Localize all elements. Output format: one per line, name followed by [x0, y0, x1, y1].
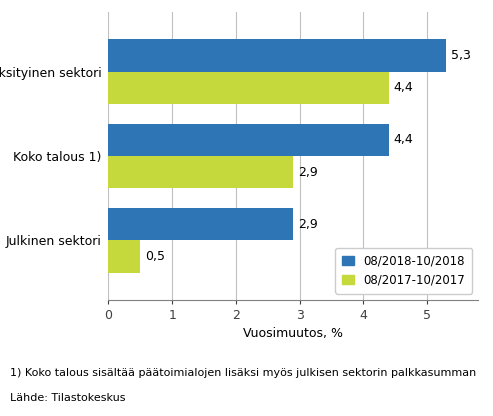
Bar: [108, 156, 293, 188]
Bar: [108, 124, 389, 156]
Text: 5,3: 5,3: [451, 49, 471, 62]
Text: 2,9: 2,9: [298, 218, 317, 231]
Text: 1) Koko talous sisältää päätoimialojen lisäksi myös julkisen sektorin palkkasumm: 1) Koko talous sisältää päätoimialojen l…: [10, 368, 476, 378]
Text: 4,4: 4,4: [393, 81, 413, 94]
Bar: [108, 40, 446, 72]
Text: 2,9: 2,9: [298, 166, 317, 178]
Text: Lähde: Tilastokeskus: Lähde: Tilastokeskus: [10, 393, 125, 403]
Bar: [108, 72, 389, 104]
Text: 0,5: 0,5: [145, 250, 165, 263]
X-axis label: Vuosimuutos, %: Vuosimuutos, %: [244, 327, 343, 340]
Legend: 08/2018-10/2018, 08/2017-10/2017: 08/2018-10/2018, 08/2017-10/2017: [335, 248, 472, 294]
Bar: [108, 208, 293, 240]
Bar: [108, 240, 141, 272]
Text: 4,4: 4,4: [393, 134, 413, 146]
